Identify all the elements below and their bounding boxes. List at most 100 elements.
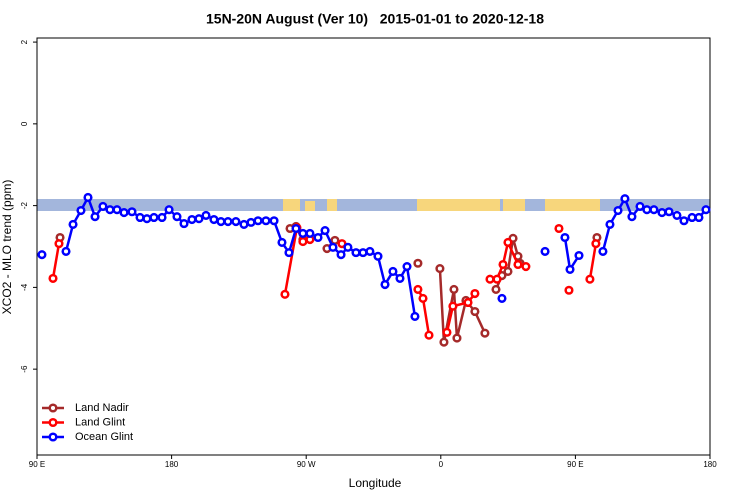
legend-label: Ocean Glint: [75, 431, 133, 443]
point: [657, 208, 667, 218]
land-strip: [503, 199, 525, 211]
point: [280, 289, 290, 299]
x-tick-label: 90 W: [297, 460, 316, 469]
point: [98, 201, 108, 211]
point: [480, 328, 490, 338]
point: [540, 246, 550, 256]
y-tick-label: -2: [20, 202, 29, 210]
point: [388, 266, 398, 276]
point: [503, 266, 513, 276]
point: [337, 239, 347, 249]
point: [68, 219, 78, 229]
point: [336, 250, 346, 260]
point: [380, 279, 390, 290]
point: [463, 297, 473, 308]
point: [231, 217, 241, 227]
point: [442, 327, 452, 337]
point: [269, 216, 279, 226]
point: [649, 205, 659, 215]
point: [613, 205, 623, 216]
point: [498, 259, 508, 270]
point: [284, 248, 294, 258]
x-tick-label: 0: [439, 460, 444, 469]
point: [554, 223, 564, 234]
point: [328, 242, 338, 252]
point: [413, 258, 423, 268]
land-strip: [305, 201, 315, 211]
point: [365, 246, 375, 256]
legend-label: Land Glint: [75, 416, 125, 428]
point: [90, 212, 100, 222]
x-tick-label: 180: [165, 460, 179, 469]
point: [48, 273, 58, 283]
point: [492, 274, 502, 284]
point: [679, 216, 689, 226]
point: [395, 273, 405, 283]
point: [61, 246, 71, 256]
point: [112, 205, 122, 215]
point: [620, 194, 630, 204]
point: [127, 207, 137, 217]
point: [672, 210, 682, 220]
point: [76, 205, 86, 216]
point: [452, 333, 462, 343]
ocean-strip: [37, 199, 710, 211]
point: [642, 205, 652, 215]
point: [635, 201, 645, 211]
legend-marker: [48, 403, 58, 413]
point: [216, 217, 226, 227]
point: [627, 212, 637, 222]
point: [194, 214, 204, 224]
point: [491, 284, 501, 294]
point: [694, 212, 704, 223]
point: [439, 337, 449, 347]
y-tick-label: -6: [20, 365, 29, 373]
point: [497, 293, 507, 303]
point: [564, 285, 574, 295]
point: [330, 235, 340, 245]
point: [83, 192, 93, 202]
point: [470, 306, 480, 317]
point: [435, 264, 445, 274]
point: [358, 248, 368, 258]
point: [239, 219, 249, 229]
chart-title: 15N-20N August (Ver 10) 2015-01-01 to 20…: [206, 11, 544, 27]
x-tick-label: 180: [703, 460, 717, 469]
point: [223, 217, 233, 227]
point: [119, 208, 129, 218]
point: [179, 219, 189, 229]
point: [320, 226, 330, 236]
point: [521, 261, 531, 272]
land-strip: [283, 199, 300, 211]
land-strip: [327, 199, 337, 211]
point: [253, 216, 263, 226]
land-strip: [417, 199, 500, 211]
x-tick-label: 90 E: [567, 460, 583, 469]
point: [402, 261, 412, 272]
point: [313, 232, 323, 243]
point: [373, 251, 383, 261]
point: [513, 259, 523, 270]
legend-marker: [48, 417, 58, 428]
y-tick-label: 2: [20, 39, 29, 44]
point: [424, 330, 434, 340]
point: [172, 212, 182, 222]
point: [449, 284, 459, 294]
legend-label: Land Nadir: [75, 402, 129, 414]
point: [418, 293, 428, 303]
point: [664, 207, 674, 217]
point: [410, 311, 420, 321]
point: [261, 216, 271, 226]
point: [585, 274, 595, 284]
point: [209, 214, 219, 225]
point: [448, 301, 458, 311]
point: [701, 205, 711, 215]
point: [157, 212, 167, 223]
point: [591, 239, 601, 249]
point: [105, 205, 115, 215]
legend-marker: [48, 432, 58, 442]
point: [291, 223, 301, 234]
point: [142, 214, 152, 224]
point: [298, 237, 308, 247]
